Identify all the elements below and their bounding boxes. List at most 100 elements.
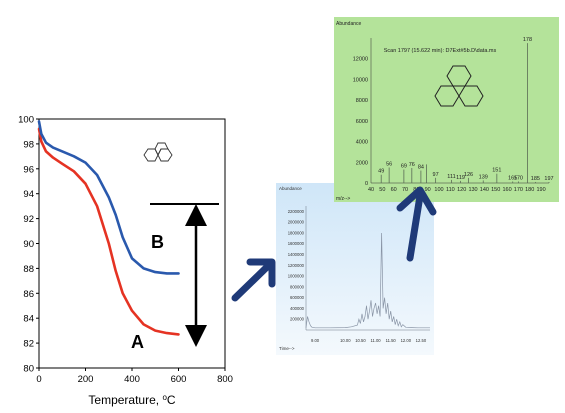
ms-x-tick-label: 70 xyxy=(402,187,408,193)
ms-y-axis: 0 2000 4000 6000 8000 10000 12000 xyxy=(353,38,372,187)
tic-y-tick-label: 400000 xyxy=(290,306,305,311)
tic-y-tick-label: 2200000 xyxy=(288,209,305,214)
tga-series-line-a xyxy=(37,127,180,336)
series-a-label: A xyxy=(131,332,144,352)
tic-x-axis: 9.00 10.00 10.50 11.00 11.50 12.00 12.50 xyxy=(306,329,430,343)
tga-y-tick-label: 90 xyxy=(23,239,34,250)
tga-y-tick-label: 96 xyxy=(23,164,34,175)
tga-y-axis: 80 82 84 86 88 90 92 94 96 98 100 xyxy=(18,115,39,375)
ms-x-tick-label: 50 xyxy=(379,187,385,193)
ms-x-tick-label: 90 xyxy=(425,187,431,193)
ms-x-tick-label: 60 xyxy=(391,187,397,193)
tga-y-tick-label: 86 xyxy=(23,289,34,300)
ms-peak-label: 165 xyxy=(508,175,517,181)
ms-peak-label: 170 xyxy=(514,175,523,181)
ms-peak-label: 178 xyxy=(523,37,532,43)
ms-y-tick-label: 2000 xyxy=(356,160,368,166)
tic-trace xyxy=(305,232,430,329)
ms-x-axis: 40 50 60 70 80 90 100 110 120 130 140 150 160 170 180 1… xyxy=(368,182,549,193)
tga-chart: 80 82 84 86 88 90 92 94 96 98 100 0 200 400 600 800 Te… xyxy=(18,115,233,408)
tic-y-tick-label: 800000 xyxy=(290,284,305,289)
tic-y-tick-label: 200000 xyxy=(290,317,305,322)
tga-series-line-b xyxy=(37,120,180,275)
tic-x-tick-label: 12.50 xyxy=(416,338,427,343)
tic-y-tick-label: 1600000 xyxy=(288,241,305,246)
tga-x-tick-label: 200 xyxy=(78,374,94,385)
ms-y-axis-label: Abundance xyxy=(336,21,362,27)
tic-y-axis-label: Abundance xyxy=(279,186,302,191)
arrow-icon xyxy=(231,258,276,302)
tga-y-tick-label: 84 xyxy=(23,314,34,325)
ms-y-tick-label: 0 xyxy=(365,181,368,187)
ms-peak-label: 151 xyxy=(492,168,501,174)
tga-y-tick-label: 88 xyxy=(23,264,34,275)
tga-y-tick-label: 100 xyxy=(18,115,34,126)
ms-peak-label: 56 xyxy=(386,161,392,167)
tic-x-tick-label: 12.00 xyxy=(401,338,412,343)
ms-x-tick-label: 190 xyxy=(536,187,545,193)
ms-peak-label: 49 xyxy=(378,169,384,175)
tic-panel: Abundance 220000020000001800000160000014… xyxy=(276,183,434,355)
tga-x-tick-label: 0 xyxy=(36,374,41,385)
ms-peak-label: 126 xyxy=(464,172,473,178)
tic-x-tick-label: 11.50 xyxy=(386,338,397,343)
tic-x-tick-label: 11.00 xyxy=(370,338,381,343)
ms-x-tick-label: 160 xyxy=(502,187,511,193)
ms-x-tick-label: 100 xyxy=(434,187,443,193)
ms-peak-label: 197 xyxy=(544,176,553,182)
tic-y-tick-label: 1000000 xyxy=(288,274,305,279)
tic-y-tick-label: 1400000 xyxy=(288,252,305,257)
mass-spectrum-panel: Abundance Scan 1797 (15.622 min): D7Ext#… xyxy=(334,17,559,202)
tic-x-tick-label: 10.00 xyxy=(340,338,351,343)
ms-peak-label: 111 xyxy=(447,174,455,180)
tga-x-axis: 0 200 400 600 800 xyxy=(36,368,233,385)
tic-x-axis-label: Time--> xyxy=(279,346,295,351)
tic-y-tick-label: 2000000 xyxy=(288,220,305,225)
tic-y-tick-label: 1800000 xyxy=(288,230,305,235)
tga-y-tick-label: 92 xyxy=(23,214,34,225)
ms-peak-label: 119 xyxy=(456,175,465,181)
ms-y-tick-label: 12000 xyxy=(353,57,368,63)
tic-x-tick-label: 9.00 xyxy=(311,338,320,343)
ms-x-tick-label: 40 xyxy=(368,187,374,193)
ms-peak-label: 185 xyxy=(531,176,540,182)
ms-x-tick-label: 170 xyxy=(514,187,523,193)
tga-series-group xyxy=(37,120,180,336)
series-b-label: B xyxy=(151,232,164,252)
tga-x-axis-label: Temperature, oC xyxy=(88,393,176,407)
double-arrow-icon xyxy=(185,204,207,347)
tga-y-tick-label: 80 xyxy=(23,364,34,375)
ms-y-tick-label: 6000 xyxy=(356,119,368,125)
phenanthrene-structure-icon xyxy=(143,142,173,162)
ms-peak-label: 69 xyxy=(401,164,407,170)
tic-x-tick-label: 10.50 xyxy=(355,338,366,343)
tic-panel-background xyxy=(276,183,434,355)
tga-x-tick-label: 400 xyxy=(124,374,140,385)
ms-scan-title: Scan 1797 (15.622 min): D7Ext#5b.D\data.… xyxy=(384,48,497,54)
ms-y-tick-label: 4000 xyxy=(356,140,368,146)
arrow-icon xyxy=(396,186,437,262)
ms-panel-background xyxy=(334,17,559,202)
tga-y-tick-label: 94 xyxy=(23,189,34,200)
ms-x-axis-label: m/z--> xyxy=(336,196,350,202)
ms-peak-label: 97 xyxy=(433,172,439,178)
ms-x-tick-label: 120 xyxy=(457,187,466,193)
ms-x-tick-label: 110 xyxy=(446,187,455,193)
ms-x-tick-label: 130 xyxy=(468,187,477,193)
ms-peak-label: 139 xyxy=(479,174,488,180)
tga-x-tick-label: 600 xyxy=(171,374,187,385)
tic-y-tick-label: 1200000 xyxy=(288,263,305,268)
ms-x-tick-label: 140 xyxy=(480,187,489,193)
ms-peak-label: 76 xyxy=(409,162,415,168)
tga-x-tick-label: 800 xyxy=(217,374,233,385)
ms-x-tick-label: 150 xyxy=(491,187,500,193)
phenanthrene-structure-icon xyxy=(434,65,484,107)
tic-y-tick-label: 600000 xyxy=(290,295,305,300)
ms-y-tick-label: 10000 xyxy=(353,77,368,83)
tga-y-tick-label: 82 xyxy=(23,339,34,350)
ms-peak-label: 84 xyxy=(418,165,424,171)
tic-y-axis: 2200000 2000000 1800000 1600000 1400000 12000… xyxy=(288,206,307,330)
tga-y-tick-label: 98 xyxy=(23,139,34,150)
